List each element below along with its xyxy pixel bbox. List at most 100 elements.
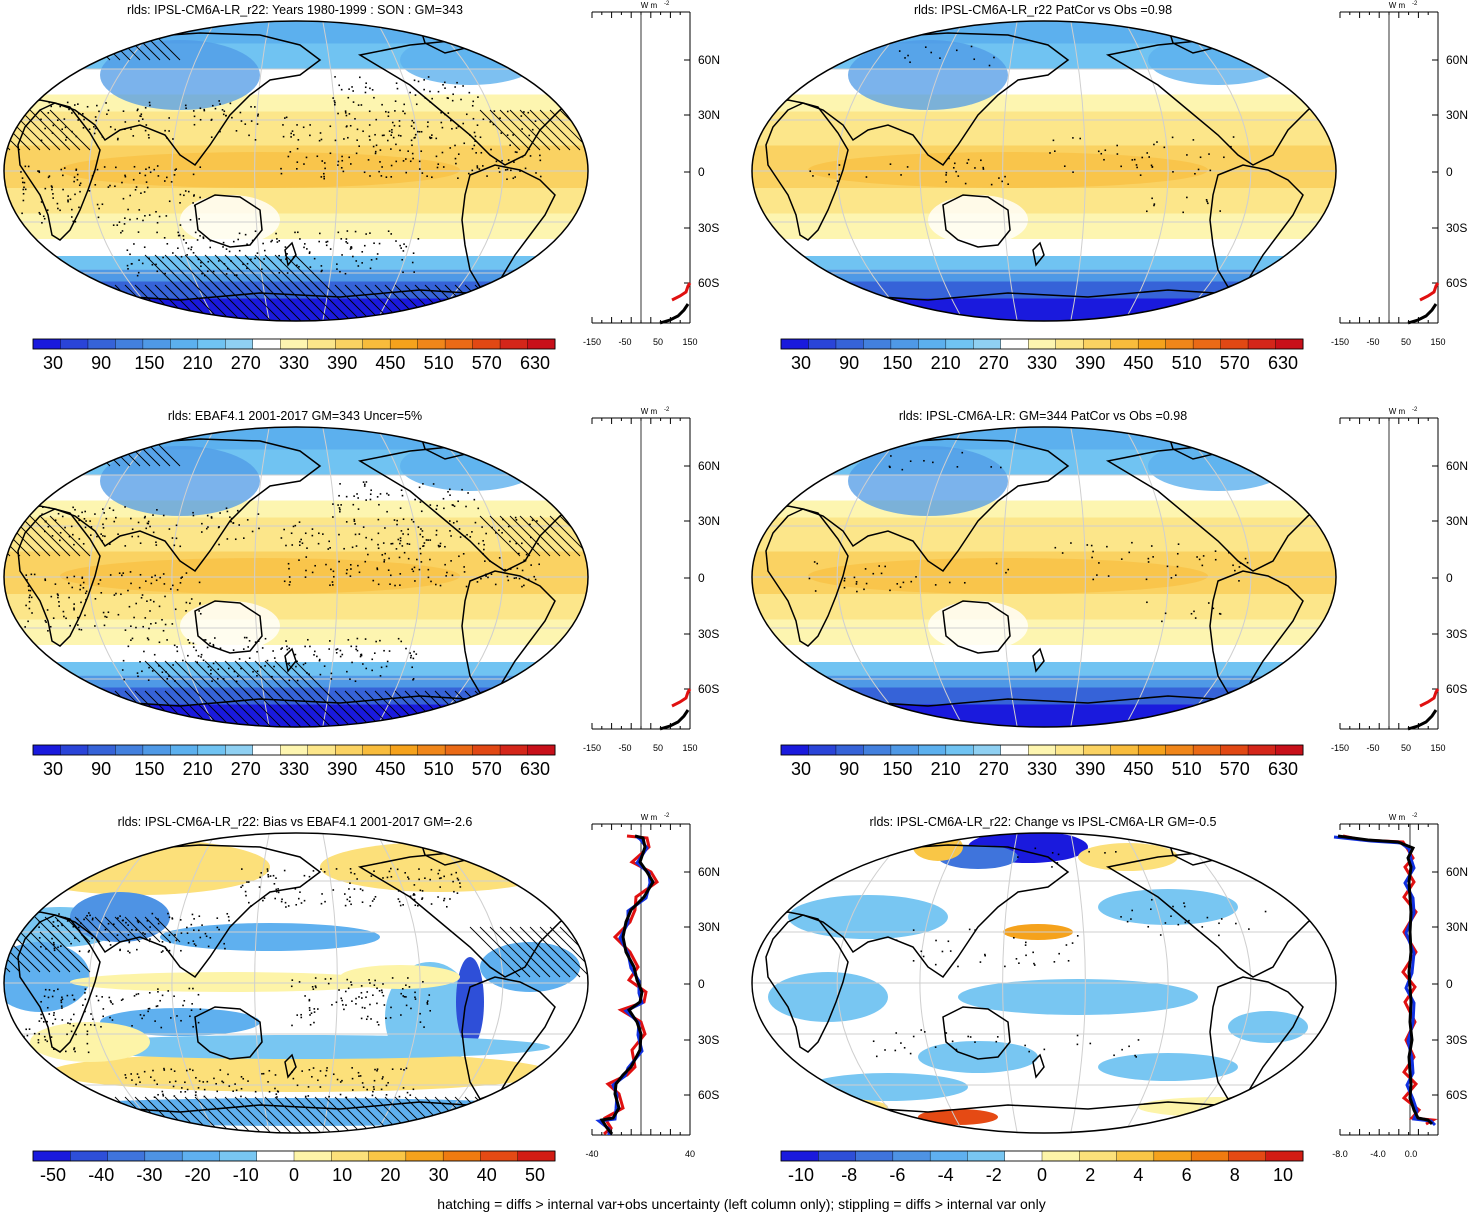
stipple-dot <box>93 1024 96 1026</box>
hatch-line <box>334 284 381 321</box>
stipple-dot <box>232 240 235 243</box>
stipple-dot <box>52 193 54 195</box>
stipple-dot <box>151 912 154 915</box>
stipple-dot <box>45 621 47 623</box>
stipple-dot <box>1071 942 1074 944</box>
stipple-dot <box>191 1069 194 1072</box>
stipple-dot <box>365 996 367 999</box>
stipple-dot <box>207 945 210 948</box>
stipple-dot <box>193 918 195 920</box>
hatch-line <box>499 109 541 151</box>
stipple-dot <box>351 661 353 664</box>
hatch-line <box>174 1096 221 1133</box>
stipple-dot <box>68 108 70 111</box>
stipple-dot <box>78 184 81 187</box>
colorbar-swatch <box>60 338 89 350</box>
stipple-dot <box>956 466 959 468</box>
stipple-dot <box>812 175 814 177</box>
stipple-dot <box>323 665 326 667</box>
stipple-dot <box>135 626 137 629</box>
stipple-dot <box>376 1069 378 1072</box>
hatch-line <box>514 284 561 321</box>
stipple-dot <box>282 135 285 138</box>
stipple-dot <box>226 267 229 270</box>
profile-lat-label: 30N <box>1446 920 1468 934</box>
stipple-dot <box>264 637 267 640</box>
stipple-dot <box>0 1018 2 1020</box>
stipple-dot <box>192 940 195 942</box>
stipple-dot <box>391 131 393 134</box>
hatch-line <box>244 284 291 321</box>
stipple-dot <box>152 600 155 603</box>
stipple-dot <box>292 1077 295 1080</box>
stipple-dot <box>130 1073 132 1075</box>
colorbar-label: -4 <box>938 1165 954 1185</box>
stipple-dot <box>173 174 176 176</box>
stipple-dot <box>166 678 169 680</box>
stipple-dot <box>393 124 396 127</box>
stipple-dot <box>154 622 157 624</box>
stipple-dot <box>70 525 73 528</box>
stipple-dot <box>506 575 509 578</box>
stipple-dot <box>176 589 179 591</box>
stipple-dot <box>1182 211 1184 214</box>
stipple-dot <box>441 126 444 129</box>
profile-lat-label: 60S <box>1446 276 1467 290</box>
stipple-dot <box>156 270 159 273</box>
stipple-dot <box>350 163 352 165</box>
colorbar-label: 210 <box>183 353 213 373</box>
stipple-dot <box>138 120 140 122</box>
stipple-dot <box>344 990 347 993</box>
stipple-dot <box>531 128 534 131</box>
stipple-dot <box>422 483 424 485</box>
stipple-dot <box>399 537 402 539</box>
stipple-dot <box>153 168 156 171</box>
stipple-dot <box>136 217 139 220</box>
stipple-dot <box>37 170 39 172</box>
stipple-dot <box>41 221 43 224</box>
stipple-dot <box>514 176 516 178</box>
stipple-dot <box>390 233 393 235</box>
panel-obs-climatology: rlds: EBAF4.1 2001-2017 GM=343 Uncer=5% … <box>0 406 740 806</box>
stipple-dot <box>43 217 46 220</box>
hatch-line <box>64 690 111 727</box>
stipple-dot <box>320 176 323 178</box>
stipple-dot <box>270 240 272 243</box>
stipple-dot <box>283 869 286 872</box>
stipple-dot <box>347 136 349 139</box>
stipple-dot <box>221 1080 223 1083</box>
colorbar-swatch <box>70 1150 109 1162</box>
stipple-dot <box>480 151 483 154</box>
stipple-dot <box>539 175 542 178</box>
stipple-dot <box>304 576 307 578</box>
stipple-dot <box>370 538 373 541</box>
stipple-dot <box>218 928 220 931</box>
stipple-dot <box>411 152 414 155</box>
stipple-dot <box>47 525 50 528</box>
stipple-dot <box>192 642 195 645</box>
stipple-dot <box>961 451 964 454</box>
stipple-dot <box>157 175 160 177</box>
stipple-dot <box>346 569 348 571</box>
stipple-dot <box>263 897 266 899</box>
stipple-dot <box>236 675 239 678</box>
stipple-dot <box>373 898 375 900</box>
stipple-dot <box>192 511 194 514</box>
stipple-dot <box>285 906 287 908</box>
stipple-dot <box>386 660 389 663</box>
stipple-dot <box>58 601 60 603</box>
stipple-dot <box>407 528 409 531</box>
hatch-line <box>224 690 271 727</box>
stipple-dot <box>84 614 86 617</box>
coastline <box>284 647 297 673</box>
stipple-dot <box>399 244 401 247</box>
colorbar-swatch <box>835 338 864 350</box>
stipple-dot <box>135 602 138 605</box>
stipple-dot <box>141 594 144 596</box>
stipple-dot <box>184 1081 186 1084</box>
stipple-dot <box>198 915 201 918</box>
stipple-dot <box>121 919 124 922</box>
stipple-dot <box>288 647 291 650</box>
hatch-line <box>324 1096 371 1133</box>
stipple-dot <box>476 581 479 583</box>
